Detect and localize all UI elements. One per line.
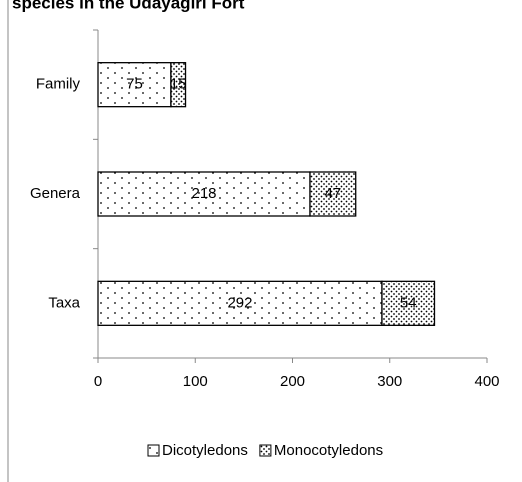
x-tick-label: 300 xyxy=(377,373,402,390)
bar-segment xyxy=(309,171,357,217)
data-label: 15 xyxy=(170,76,187,93)
data-label: 54 xyxy=(400,294,417,311)
legend-swatch xyxy=(147,444,160,457)
bar-segment xyxy=(381,280,436,326)
y-tick-label: Family xyxy=(36,76,81,93)
data-label: 47 xyxy=(325,185,342,202)
y-tick-label: Taxa xyxy=(48,294,80,311)
legend-swatch xyxy=(259,444,272,457)
y-tick-label: Genera xyxy=(30,185,81,202)
data-label: 75 xyxy=(126,76,143,93)
x-tick-label: 400 xyxy=(474,373,499,390)
bar-segment xyxy=(97,62,172,108)
x-tick-label: 100 xyxy=(183,373,208,390)
bar-segment xyxy=(170,62,187,108)
chart-title: species in the Udayagiri Fort xyxy=(12,0,245,12)
data-label: 292 xyxy=(227,294,252,311)
legend-label: Dicotyledons xyxy=(162,442,248,459)
x-tick-label: 0 xyxy=(94,373,102,390)
data-label: 218 xyxy=(191,185,216,202)
legend-label: Monocotyledons xyxy=(274,442,383,459)
x-tick-label: 200 xyxy=(280,373,305,390)
bar-segment xyxy=(97,280,383,326)
